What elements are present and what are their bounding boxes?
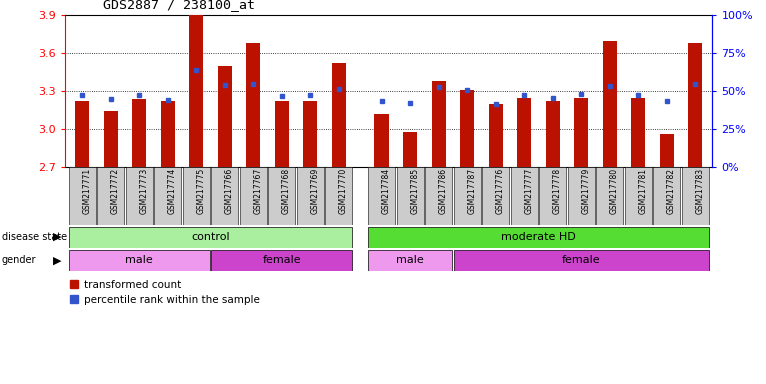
FancyBboxPatch shape — [97, 167, 124, 225]
Bar — [246, 43, 260, 167]
Text: GSM217786: GSM217786 — [439, 168, 447, 214]
Text: ▶: ▶ — [53, 232, 61, 242]
Text: GSM217770: GSM217770 — [339, 168, 348, 214]
Bar — [275, 101, 289, 167]
Bar — [189, 15, 204, 167]
Bar — [460, 90, 474, 167]
Bar — [603, 41, 617, 167]
Text: GSM217778: GSM217778 — [553, 168, 561, 214]
FancyBboxPatch shape — [453, 167, 481, 225]
Text: GSM217769: GSM217769 — [310, 168, 319, 214]
FancyBboxPatch shape — [596, 167, 624, 225]
FancyBboxPatch shape — [296, 167, 324, 225]
Text: gender: gender — [2, 255, 36, 265]
Text: female: female — [562, 255, 601, 265]
Bar — [375, 114, 388, 167]
Bar — [489, 104, 502, 167]
Text: GSM217771: GSM217771 — [82, 168, 91, 214]
Text: male: male — [126, 255, 153, 265]
Text: female: female — [263, 255, 301, 265]
Text: GSM217784: GSM217784 — [381, 168, 391, 214]
Bar — [218, 66, 232, 167]
FancyBboxPatch shape — [211, 167, 238, 225]
FancyBboxPatch shape — [482, 167, 509, 225]
FancyBboxPatch shape — [326, 167, 352, 225]
Bar — [574, 98, 588, 167]
FancyBboxPatch shape — [653, 167, 680, 225]
Text: GSM217775: GSM217775 — [196, 168, 205, 214]
FancyBboxPatch shape — [682, 167, 709, 225]
Text: control: control — [192, 232, 230, 242]
FancyBboxPatch shape — [240, 167, 267, 225]
FancyBboxPatch shape — [211, 250, 352, 271]
FancyBboxPatch shape — [425, 167, 452, 225]
Bar — [132, 99, 146, 167]
Text: ▶: ▶ — [53, 255, 61, 265]
Bar — [75, 101, 90, 167]
FancyBboxPatch shape — [539, 167, 566, 225]
FancyBboxPatch shape — [69, 167, 96, 225]
Bar — [631, 98, 646, 167]
Text: GSM217776: GSM217776 — [496, 168, 505, 214]
Legend: transformed count, percentile rank within the sample: transformed count, percentile rank withi… — [70, 280, 260, 305]
Text: GSM217780: GSM217780 — [610, 168, 619, 214]
Text: GSM217773: GSM217773 — [139, 168, 149, 214]
FancyBboxPatch shape — [69, 227, 352, 248]
FancyBboxPatch shape — [183, 167, 210, 225]
Bar — [545, 101, 560, 167]
Text: GSM217768: GSM217768 — [282, 168, 291, 214]
FancyBboxPatch shape — [625, 167, 652, 225]
FancyBboxPatch shape — [368, 250, 452, 271]
Bar — [517, 98, 532, 167]
Text: GSM217781: GSM217781 — [638, 168, 647, 214]
Text: GSM217785: GSM217785 — [410, 168, 419, 214]
FancyBboxPatch shape — [126, 167, 152, 225]
Text: GSM217777: GSM217777 — [524, 168, 533, 214]
FancyBboxPatch shape — [453, 250, 709, 271]
FancyBboxPatch shape — [69, 250, 210, 271]
FancyBboxPatch shape — [154, 167, 182, 225]
Text: moderate HD: moderate HD — [501, 232, 576, 242]
FancyBboxPatch shape — [368, 167, 395, 225]
Text: GSM217783: GSM217783 — [696, 168, 704, 214]
FancyBboxPatch shape — [568, 167, 594, 225]
Bar — [660, 134, 674, 167]
Bar — [403, 132, 417, 167]
FancyBboxPatch shape — [397, 167, 424, 225]
FancyBboxPatch shape — [268, 167, 296, 225]
Bar — [431, 81, 446, 167]
Text: GSM217782: GSM217782 — [666, 168, 676, 214]
Text: GSM217774: GSM217774 — [168, 168, 177, 214]
Text: male: male — [396, 255, 424, 265]
Text: GSM217787: GSM217787 — [467, 168, 476, 214]
Text: GDS2887 / 238100_at: GDS2887 / 238100_at — [103, 0, 255, 12]
Text: GSM217766: GSM217766 — [224, 168, 234, 214]
FancyBboxPatch shape — [511, 167, 538, 225]
Text: GSM217779: GSM217779 — [581, 168, 591, 214]
Bar — [161, 101, 175, 167]
FancyBboxPatch shape — [368, 227, 709, 248]
Bar — [103, 111, 118, 167]
Bar — [688, 43, 702, 167]
Text: GSM217772: GSM217772 — [111, 168, 119, 214]
Bar — [332, 63, 346, 167]
Text: disease state: disease state — [2, 232, 67, 242]
Text: GSM217767: GSM217767 — [254, 168, 262, 214]
Bar — [303, 101, 317, 167]
